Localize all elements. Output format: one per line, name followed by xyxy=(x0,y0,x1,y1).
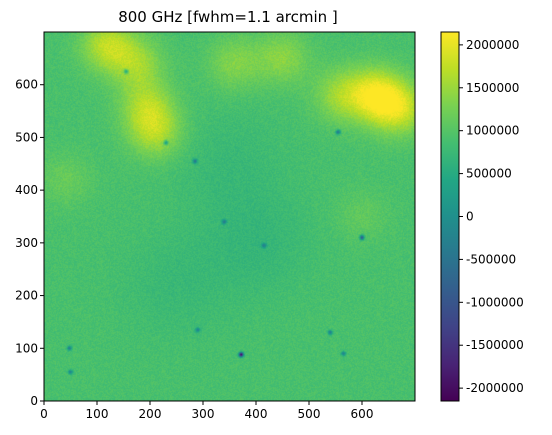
y-tick-label: 600 xyxy=(15,78,38,92)
y-tick-label: 500 xyxy=(15,130,38,144)
x-tick-label: 100 xyxy=(86,407,109,421)
colorbar xyxy=(440,31,460,402)
colorbar-tick-label: 1000000 xyxy=(466,124,519,138)
y-tick-label: 300 xyxy=(15,236,38,250)
colorbar-tick-label: -500000 xyxy=(466,252,516,266)
colorbar-tick-label: 1500000 xyxy=(466,81,519,95)
x-tick-label: 600 xyxy=(351,407,374,421)
colorbar-tick-label: 2000000 xyxy=(466,38,519,52)
chart-title: 800 GHz [fwhm=1.1 arcmin ] xyxy=(118,8,338,26)
y-tick-label: 400 xyxy=(15,183,38,197)
plot-frame xyxy=(43,31,416,402)
colorbar-tick-label: 0 xyxy=(466,210,474,224)
heatmap-canvas xyxy=(44,32,415,401)
x-tick-label: 300 xyxy=(192,407,215,421)
colorbar-tick-label: -1500000 xyxy=(466,338,524,352)
y-axis: 0 100 200 300 400 500 600 xyxy=(15,78,44,408)
x-axis: 0 100 200 300 400 500 600 xyxy=(40,401,373,421)
y-tick-label: 200 xyxy=(15,289,38,303)
x-tick-label: 400 xyxy=(245,407,268,421)
colorbar-tick-label: -2000000 xyxy=(466,381,524,395)
y-tick-label: 0 xyxy=(30,394,38,408)
colorbar-tick-label: 500000 xyxy=(466,167,512,181)
heatmap-canvas-holder xyxy=(44,32,415,401)
x-tick-label: 200 xyxy=(139,407,162,421)
colorbar-axis: 2000000 1500000 1000000 500000 0 -500000 -1000… xyxy=(459,38,524,395)
x-tick-label: 0 xyxy=(40,407,48,421)
colorbar-tick-label: -1000000 xyxy=(466,295,524,309)
y-tick-label: 100 xyxy=(15,341,38,355)
x-tick-label: 500 xyxy=(298,407,321,421)
